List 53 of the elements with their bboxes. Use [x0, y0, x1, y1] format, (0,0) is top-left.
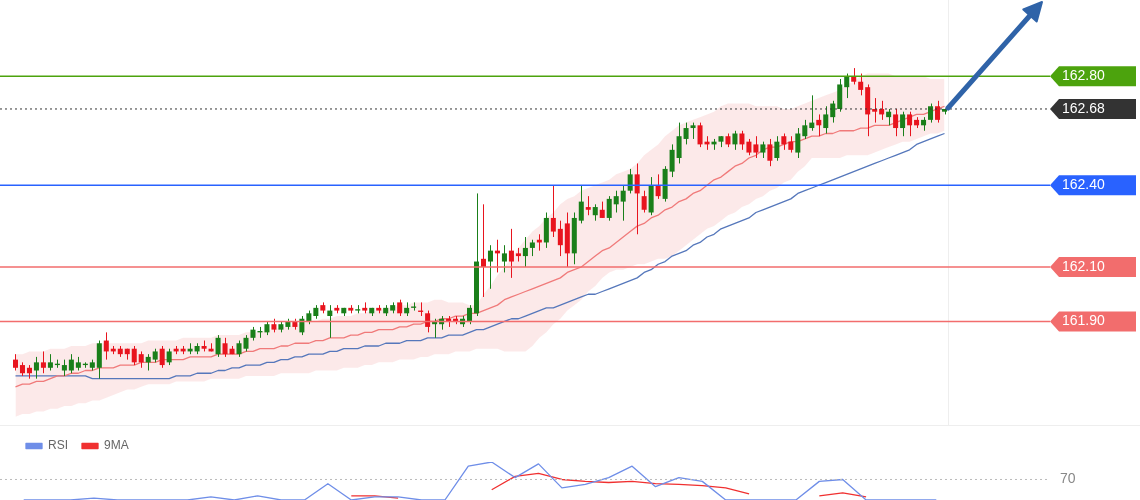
y-tick-label: 162.68	[1062, 99, 1106, 116]
candlestick	[795, 127, 801, 159]
candlestick	[753, 135, 759, 159]
candlestick	[585, 195, 591, 216]
candlestick	[557, 220, 563, 257]
candlestick	[767, 138, 773, 167]
candlestick	[131, 345, 137, 366]
candlestick	[467, 304, 473, 325]
candlestick	[487, 244, 493, 290]
candlestick	[641, 190, 647, 213]
candlestick	[613, 190, 619, 213]
candlestick	[858, 73, 864, 96]
candlestick	[606, 195, 612, 222]
candlestick	[697, 122, 703, 148]
candlestick	[935, 100, 941, 124]
candlestick	[508, 228, 514, 279]
candlestick	[550, 184, 556, 238]
candlestick	[739, 130, 745, 151]
candlestick	[683, 122, 689, 145]
candlestick	[327, 304, 333, 339]
y-tick-label: 162.10	[1062, 257, 1106, 274]
candlestick	[774, 135, 780, 162]
candlestick	[68, 353, 74, 374]
candlestick	[627, 168, 633, 194]
candlestick	[907, 111, 913, 137]
candlestick	[732, 130, 738, 151]
candlestick	[578, 184, 584, 224]
text: 70	[1060, 470, 1076, 487]
candlestick	[215, 334, 221, 358]
candlestick	[893, 108, 899, 137]
candlestick	[669, 143, 675, 178]
candlestick	[620, 184, 626, 222]
candlestick	[40, 350, 46, 374]
y-tick-label: 162.80	[1062, 67, 1106, 84]
candlestick	[103, 331, 109, 361]
candlestick	[159, 345, 165, 369]
candlestick	[222, 337, 228, 358]
candlestick	[844, 73, 850, 99]
candlestick	[501, 244, 507, 273]
y-tick-label: 162.40	[1062, 176, 1106, 193]
candlestick	[522, 236, 528, 268]
candlestick	[823, 105, 829, 134]
candlestick	[900, 111, 906, 137]
y-tick-label: 161.90	[1062, 312, 1106, 329]
candlestick	[676, 122, 682, 164]
legend-label: 9MA	[104, 438, 129, 453]
candlestick	[872, 97, 878, 124]
candlestick	[809, 94, 815, 132]
legend-label: RSI	[48, 438, 69, 453]
candlestick	[802, 119, 808, 140]
candlestick	[33, 356, 39, 380]
candlestick	[655, 173, 661, 200]
candlestick	[816, 113, 822, 137]
